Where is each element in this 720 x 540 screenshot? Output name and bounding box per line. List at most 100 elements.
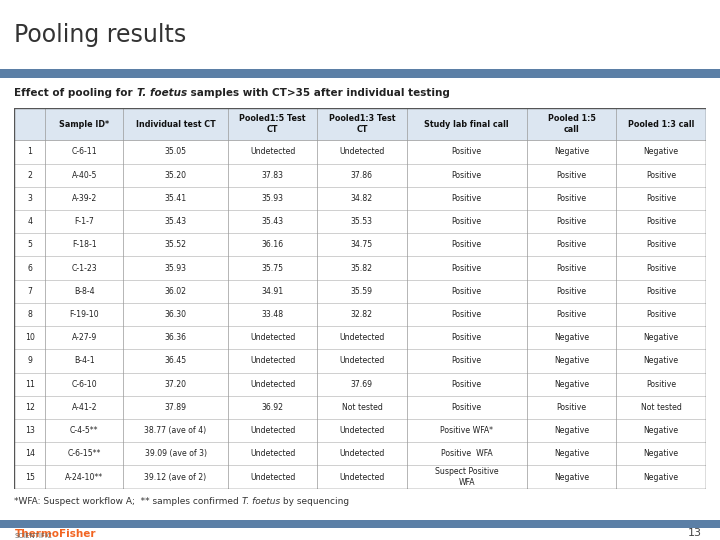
- Text: Positive: Positive: [646, 264, 676, 273]
- Text: 38.77 (ave of 4): 38.77 (ave of 4): [145, 426, 207, 435]
- Bar: [14, 256, 706, 280]
- Text: 34.82: 34.82: [351, 194, 373, 203]
- Text: 35.52: 35.52: [165, 240, 186, 249]
- Text: F-19-10: F-19-10: [70, 310, 99, 319]
- Bar: [14, 465, 706, 489]
- Text: 32.82: 32.82: [351, 310, 373, 319]
- Text: Not tested: Not tested: [641, 403, 681, 412]
- Text: Undetected: Undetected: [339, 147, 384, 157]
- Text: samples with CT>35 after individual testing: samples with CT>35 after individual test…: [186, 88, 450, 98]
- Text: Individual test CT: Individual test CT: [135, 120, 215, 129]
- Text: Positive: Positive: [557, 403, 587, 412]
- Text: Pooled 1:3 call: Pooled 1:3 call: [628, 120, 694, 129]
- Text: Negative: Negative: [644, 147, 678, 157]
- Text: Positive: Positive: [451, 264, 482, 273]
- Text: Positive: Positive: [451, 171, 482, 180]
- Text: Positive: Positive: [646, 194, 676, 203]
- Text: *WFA: Suspect workflow A;  ** samples confirmed: *WFA: Suspect workflow A; ** samples con…: [14, 497, 242, 507]
- Text: 3: 3: [27, 194, 32, 203]
- Text: 36.45: 36.45: [164, 356, 186, 366]
- Text: 7: 7: [27, 287, 32, 296]
- Text: 35.93: 35.93: [261, 194, 284, 203]
- Text: 13: 13: [688, 528, 702, 538]
- Text: Positive: Positive: [646, 240, 676, 249]
- Text: 36.92: 36.92: [261, 403, 284, 412]
- Bar: [14, 187, 706, 210]
- Text: A-40-5: A-40-5: [71, 171, 97, 180]
- Bar: [14, 164, 706, 187]
- Text: 37.83: 37.83: [261, 171, 284, 180]
- Text: Positive: Positive: [646, 217, 676, 226]
- Text: 35.20: 35.20: [165, 171, 186, 180]
- Text: Pooling results: Pooling results: [14, 23, 186, 47]
- Text: Negative: Negative: [644, 472, 678, 482]
- Text: 35.43: 35.43: [164, 217, 186, 226]
- Text: B-8-4: B-8-4: [74, 287, 94, 296]
- Text: Positive: Positive: [557, 194, 587, 203]
- Text: Positive: Positive: [557, 264, 587, 273]
- Text: Study lab final call: Study lab final call: [425, 120, 509, 129]
- Text: Negative: Negative: [644, 449, 678, 458]
- Text: 36.30: 36.30: [165, 310, 186, 319]
- Text: Negative: Negative: [554, 426, 589, 435]
- Text: A-41-2: A-41-2: [71, 403, 97, 412]
- Text: Positive: Positive: [451, 217, 482, 226]
- Text: A-24-10**: A-24-10**: [66, 472, 104, 482]
- Text: Undetected: Undetected: [250, 356, 295, 366]
- Text: Undetected: Undetected: [250, 426, 295, 435]
- Text: 33.48: 33.48: [261, 310, 284, 319]
- Text: 37.89: 37.89: [165, 403, 186, 412]
- Text: 37.20: 37.20: [165, 380, 186, 389]
- Text: Positive WFA*: Positive WFA*: [441, 426, 493, 435]
- Bar: [14, 233, 706, 256]
- Text: Positive: Positive: [451, 310, 482, 319]
- Text: Negative: Negative: [554, 333, 589, 342]
- Text: 39.12 (ave of 2): 39.12 (ave of 2): [145, 472, 207, 482]
- Text: 35.41: 35.41: [164, 194, 186, 203]
- Text: 35.93: 35.93: [165, 264, 186, 273]
- Text: 35.59: 35.59: [351, 287, 373, 296]
- Text: 15: 15: [25, 472, 35, 482]
- Text: A-27-9: A-27-9: [72, 333, 97, 342]
- Text: 39.09 (ave of 3): 39.09 (ave of 3): [145, 449, 207, 458]
- Text: Positive  WFA: Positive WFA: [441, 449, 492, 458]
- Text: C-6-15**: C-6-15**: [68, 449, 101, 458]
- Text: Undetected: Undetected: [339, 333, 384, 342]
- Text: 35.82: 35.82: [351, 264, 373, 273]
- Text: Positive: Positive: [451, 333, 482, 342]
- Text: 34.75: 34.75: [351, 240, 373, 249]
- Text: Negative: Negative: [554, 380, 589, 389]
- Bar: [14, 140, 706, 164]
- Text: SCIENTIFIC: SCIENTIFIC: [14, 534, 52, 539]
- Text: Undetected: Undetected: [339, 449, 384, 458]
- Text: Negative: Negative: [644, 356, 678, 366]
- Text: T. foetus: T. foetus: [242, 497, 280, 507]
- Text: Effect of pooling for: Effect of pooling for: [14, 88, 137, 98]
- Text: Positive: Positive: [451, 403, 482, 412]
- Text: Not tested: Not tested: [341, 403, 382, 412]
- Text: Positive: Positive: [557, 287, 587, 296]
- Bar: [14, 373, 706, 396]
- Text: 37.69: 37.69: [351, 380, 373, 389]
- Text: 10: 10: [25, 333, 35, 342]
- Bar: [14, 396, 706, 419]
- Text: Undetected: Undetected: [250, 449, 295, 458]
- Text: 6: 6: [27, 264, 32, 273]
- Text: Pooled1:3 Test
CT: Pooled1:3 Test CT: [329, 114, 395, 134]
- Text: Positive: Positive: [557, 171, 587, 180]
- Text: Positive: Positive: [451, 356, 482, 366]
- Text: 35.43: 35.43: [261, 217, 284, 226]
- Text: 12: 12: [25, 403, 35, 412]
- Text: Negative: Negative: [644, 426, 678, 435]
- Text: 1: 1: [27, 147, 32, 157]
- Text: F-1-7: F-1-7: [74, 217, 94, 226]
- Text: Undetected: Undetected: [339, 356, 384, 366]
- Text: Positive: Positive: [557, 310, 587, 319]
- Text: 11: 11: [25, 380, 35, 389]
- Text: Positive: Positive: [646, 310, 676, 319]
- Text: Negative: Negative: [554, 356, 589, 366]
- Text: C-6-11: C-6-11: [71, 147, 97, 157]
- Bar: [14, 326, 706, 349]
- Bar: [14, 303, 706, 326]
- Text: Positive: Positive: [451, 147, 482, 157]
